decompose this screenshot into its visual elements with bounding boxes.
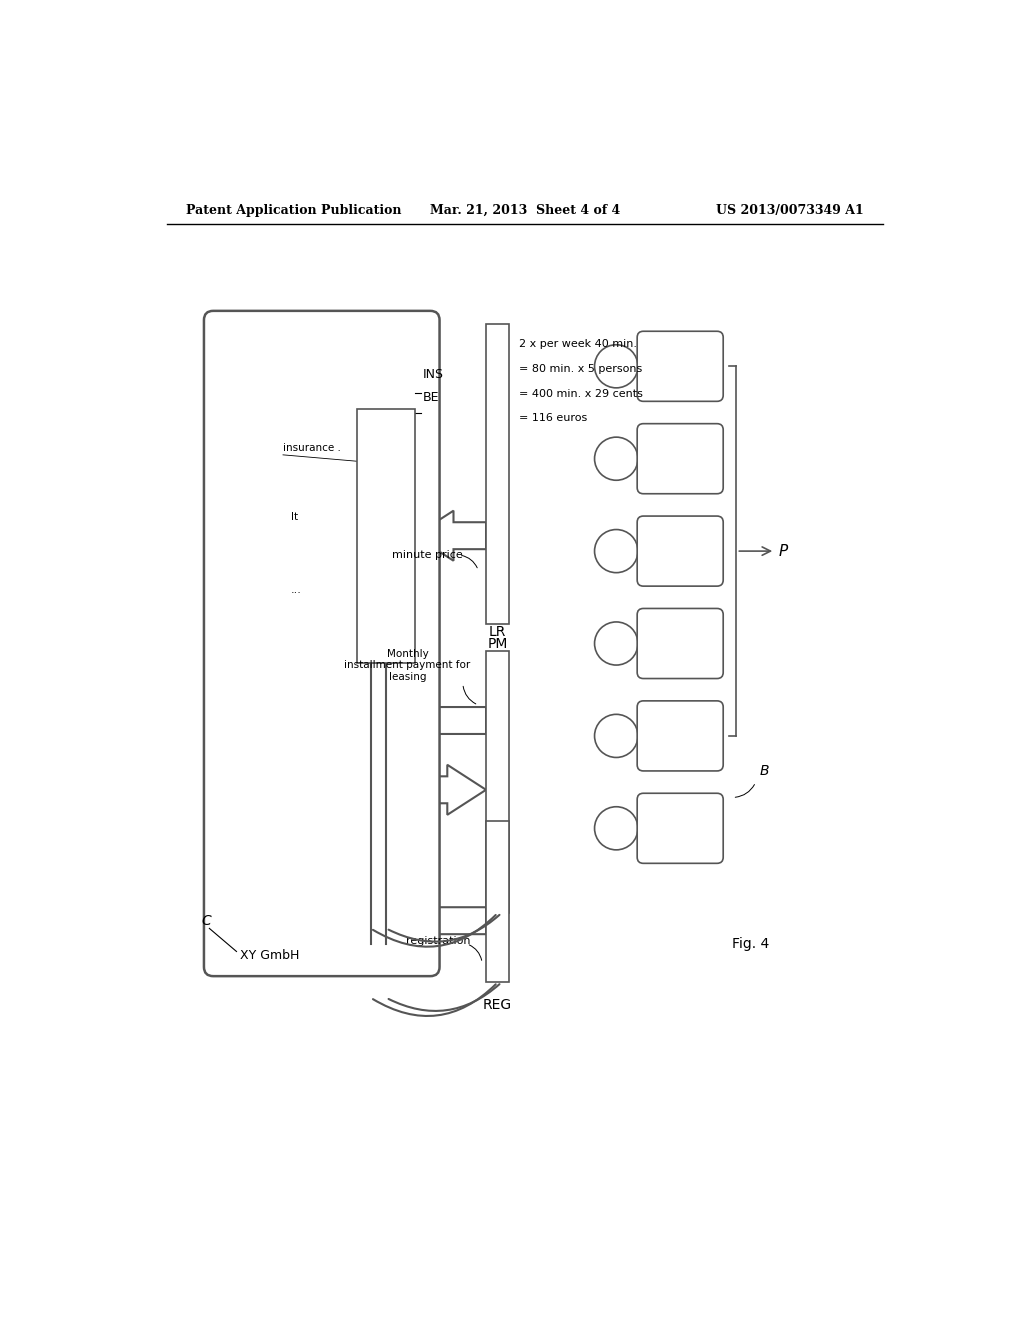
Bar [486, 323, 509, 624]
Bar [486, 821, 509, 982]
Text: PM: PM [487, 636, 508, 651]
Text: Patent Application Publication: Patent Application Publication [186, 205, 401, 218]
FancyBboxPatch shape [204, 312, 439, 977]
FancyBboxPatch shape [637, 793, 723, 863]
Polygon shape [232, 764, 486, 814]
Bar [486, 651, 509, 913]
Text: Monthly
installment payment for
leasing: Monthly installment payment for leasing [344, 649, 471, 682]
Text: XY GmbH: XY GmbH [241, 949, 300, 962]
Text: ...: ... [291, 585, 302, 595]
Text: lt: lt [291, 512, 298, 521]
Text: registration: registration [407, 936, 471, 946]
Text: B: B [760, 764, 769, 779]
FancyBboxPatch shape [637, 609, 723, 678]
FancyBboxPatch shape [637, 424, 723, 494]
Text: P: P [779, 544, 788, 558]
Text: Fig. 4: Fig. 4 [732, 937, 770, 950]
FancyBboxPatch shape [637, 701, 723, 771]
Polygon shape [232, 696, 486, 746]
FancyBboxPatch shape [637, 516, 723, 586]
Bar [356, 409, 415, 663]
Text: minute price: minute price [392, 549, 463, 560]
Text: Mar. 21, 2013  Sheet 4 of 4: Mar. 21, 2013 Sheet 4 of 4 [430, 205, 620, 218]
Text: BE: BE [423, 391, 439, 404]
Text: = 400 min. x 29 cents: = 400 min. x 29 cents [519, 388, 643, 399]
Polygon shape [232, 589, 356, 628]
Polygon shape [415, 511, 486, 561]
Text: LR: LR [489, 624, 506, 639]
Text: INS: INS [423, 367, 443, 380]
Text: = 80 min. x 5 persons: = 80 min. x 5 persons [519, 364, 643, 374]
Text: C: C [202, 913, 211, 928]
Text: US 2013/0073349 A1: US 2013/0073349 A1 [717, 205, 864, 218]
FancyBboxPatch shape [637, 331, 723, 401]
Polygon shape [232, 516, 356, 556]
Text: REG: REG [483, 998, 512, 1012]
Text: = 116 euros: = 116 euros [519, 413, 588, 424]
Polygon shape [232, 896, 486, 945]
Text: 2 x per week 40 min.: 2 x per week 40 min. [519, 339, 637, 350]
Text: insurance .: insurance . [283, 444, 341, 453]
Polygon shape [232, 450, 356, 490]
